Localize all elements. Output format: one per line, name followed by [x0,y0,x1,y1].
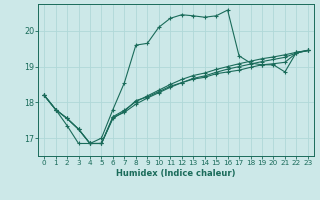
X-axis label: Humidex (Indice chaleur): Humidex (Indice chaleur) [116,169,236,178]
